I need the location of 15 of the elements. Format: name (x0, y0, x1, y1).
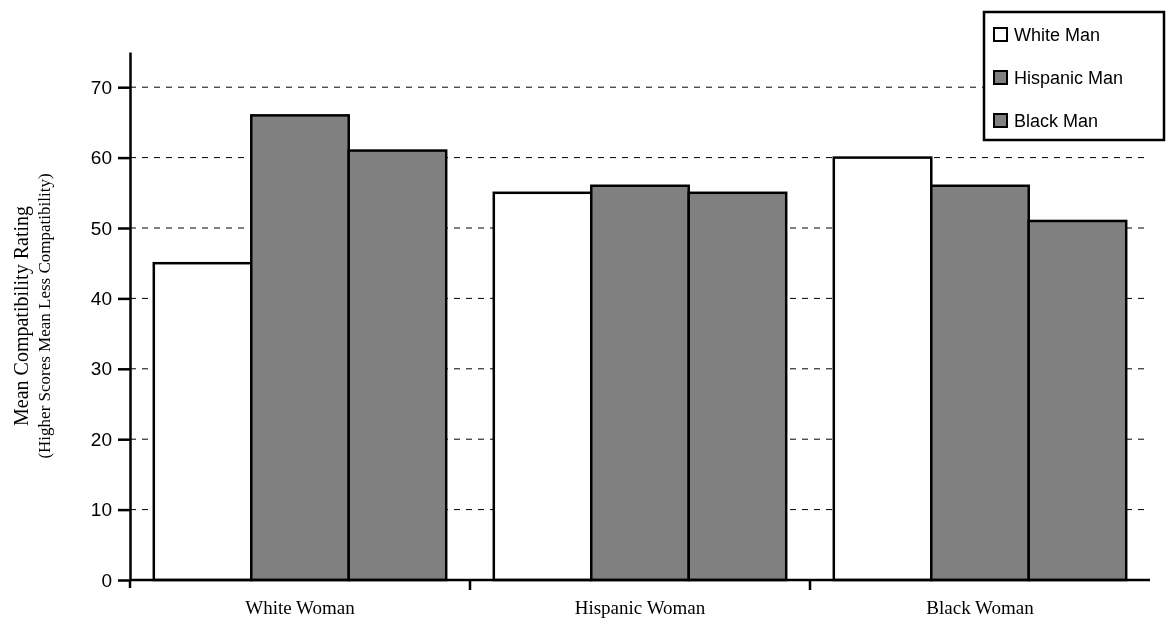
y-tick-label: 40 (90, 287, 112, 309)
x-tick-label: White Woman (245, 597, 356, 618)
legend-label: Hispanic Man (1014, 68, 1124, 88)
y-tick-label: 0 (101, 569, 112, 591)
y-tick-label: 30 (90, 358, 112, 380)
legend-label: White Man (1014, 25, 1101, 45)
x-tick-label: Hispanic Woman (574, 597, 706, 618)
y-tick-label: 20 (90, 428, 112, 450)
y-tick-label: 70 (90, 76, 112, 98)
y-tick-label: 60 (90, 147, 112, 169)
y-tick-label: 50 (90, 217, 112, 239)
y-axis-title: Mean Compatibility Rating (Higher Scores Mean Less Compatibility) (10, 173, 54, 459)
legend-label: Black Man (1014, 111, 1099, 131)
x-tick-label: Black Woman (926, 597, 1035, 618)
y-tick-label: 10 (90, 499, 112, 521)
